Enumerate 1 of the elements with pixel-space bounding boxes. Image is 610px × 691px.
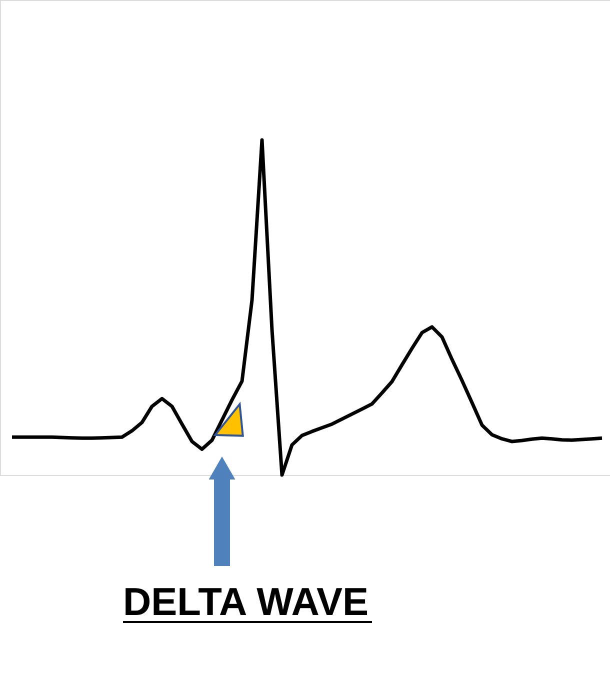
text: DELTA WAVE <box>123 581 369 624</box>
